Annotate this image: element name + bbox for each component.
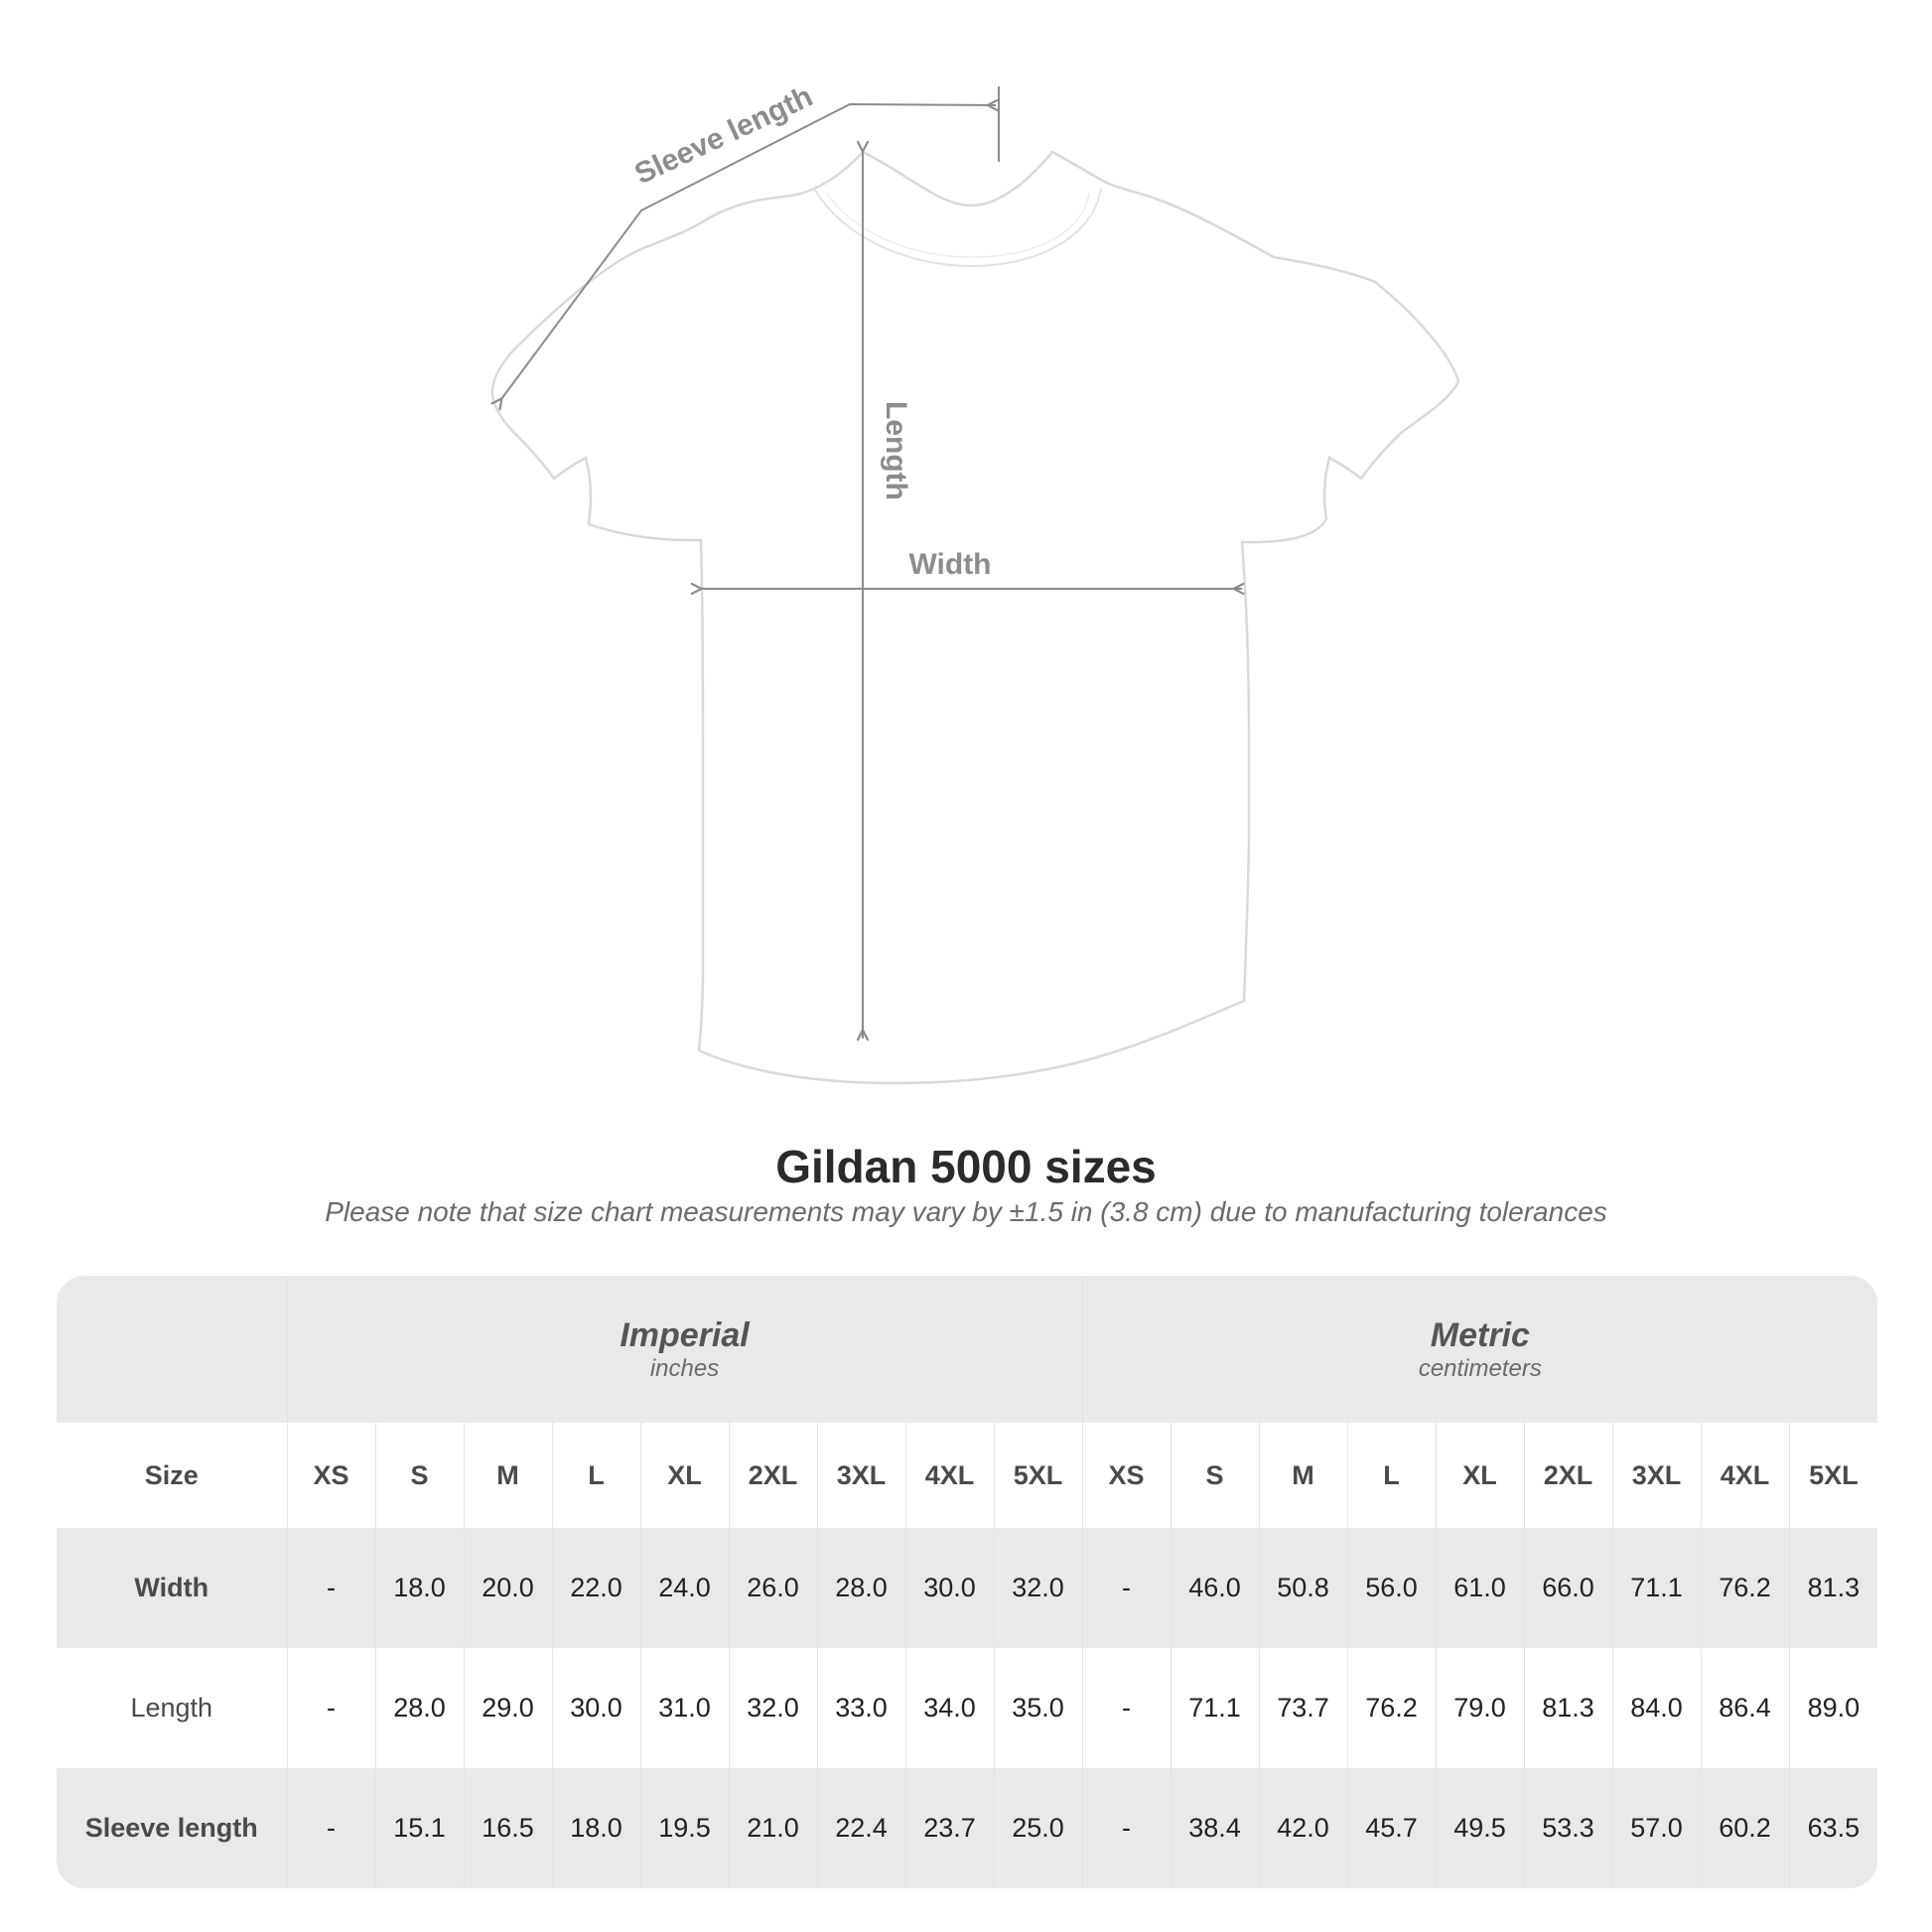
svg-text:Width: Width — [908, 548, 991, 581]
svg-text:Length: Length — [880, 401, 912, 500]
